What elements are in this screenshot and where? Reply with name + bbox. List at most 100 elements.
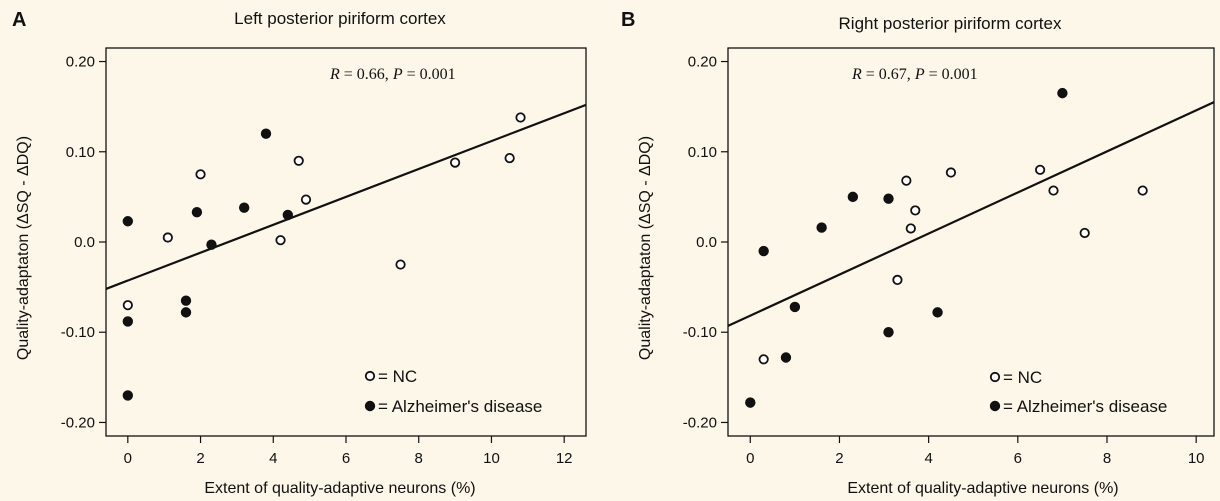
annotation-r-value: = 0.66, bbox=[340, 66, 393, 83]
data-point-alzheimers bbox=[122, 216, 134, 227]
x-ticks: 0 2 4 6 8 10 bbox=[746, 436, 1205, 467]
annotation-r-value: = 0.67, bbox=[862, 66, 915, 83]
data-points bbox=[745, 87, 1148, 408]
y-ticks: 0.20 0.10 0.0 -0.10 -0.20 bbox=[683, 54, 728, 431]
legend: = NC = Alzheimer's disease bbox=[364, 367, 542, 416]
plot-frame bbox=[727, 47, 1215, 437]
data-point-nc bbox=[758, 354, 769, 365]
x-tick-label: 0 bbox=[124, 450, 132, 467]
panel-letter: B bbox=[621, 9, 635, 31]
regression-line bbox=[105, 103, 587, 290]
panel-b-scatter-plot: B Right posterior piriform cortex Qualit… bbox=[621, 9, 1215, 497]
data-point-alzheimers bbox=[847, 191, 859, 203]
legend-filled-marker bbox=[364, 400, 376, 412]
data-point-nc bbox=[945, 167, 957, 178]
annotation-p-value: = 0.001 bbox=[403, 66, 456, 83]
y-tick-label: -0.10 bbox=[683, 324, 717, 341]
data-point-nc bbox=[504, 152, 515, 164]
x-tick-label: 2 bbox=[835, 450, 843, 467]
data-point-alzheimers bbox=[816, 222, 827, 233]
annotation-r-symbol: R bbox=[851, 66, 862, 83]
data-point-nc bbox=[901, 175, 912, 186]
legend-label-nc: = NC bbox=[378, 367, 417, 386]
data-point-alzheimers bbox=[238, 202, 250, 213]
y-tick-label: 0.10 bbox=[66, 144, 95, 161]
x-tick-label: 2 bbox=[196, 450, 204, 467]
annotation-p-value: = 0.001 bbox=[925, 66, 978, 83]
y-tick-label: 0.20 bbox=[688, 54, 717, 71]
x-tick-label: 6 bbox=[342, 450, 350, 467]
annotation-p-symbol: P bbox=[914, 66, 925, 83]
y-tick-label: 0.20 bbox=[66, 54, 95, 71]
data-point-alzheimers bbox=[883, 193, 894, 204]
x-tick-label: 6 bbox=[1014, 450, 1022, 467]
chart-title: Left posterior piriform cortex bbox=[234, 9, 446, 28]
y-tick-label: 0.10 bbox=[688, 144, 717, 161]
legend-open-marker bbox=[989, 371, 1001, 383]
data-point-nc bbox=[905, 223, 916, 234]
x-tick-label: 8 bbox=[1103, 450, 1111, 467]
regression-line bbox=[727, 101, 1215, 327]
statistics-annotation: R = 0.67, P = 0.001 bbox=[851, 66, 978, 83]
y-tick-label: -0.20 bbox=[61, 414, 95, 431]
data-point-nc bbox=[1079, 227, 1090, 239]
x-ticks: 0 2 4 6 8 10 12 bbox=[124, 436, 573, 467]
chart-title: Right posterior piriform cortex bbox=[839, 14, 1062, 33]
data-point-nc bbox=[395, 259, 406, 270]
data-point-nc bbox=[515, 112, 526, 123]
data-point-nc bbox=[293, 155, 304, 166]
data-point-alzheimers bbox=[932, 307, 943, 318]
y-axis-label: Quality-adaptaton (ΔSQ - ΔDQ) bbox=[15, 136, 32, 360]
data-point-alzheimers bbox=[883, 327, 894, 338]
annotation-p-symbol: P bbox=[392, 66, 403, 83]
data-point-nc bbox=[1048, 185, 1059, 196]
data-point-nc bbox=[449, 157, 461, 168]
data-points bbox=[122, 112, 526, 401]
x-axis-label: Extent of quality-adaptive neurons (%) bbox=[204, 480, 475, 497]
data-point-alzheimers bbox=[206, 239, 217, 250]
data-point-nc bbox=[300, 194, 312, 205]
x-tick-label: 10 bbox=[1188, 450, 1205, 467]
data-point-nc bbox=[1137, 185, 1148, 196]
data-point-nc bbox=[275, 235, 286, 246]
data-point-alzheimers bbox=[780, 352, 792, 363]
data-point-alzheimers bbox=[122, 316, 134, 327]
data-point-alzheimers bbox=[191, 207, 203, 218]
data-point-alzheimers bbox=[745, 397, 756, 408]
y-tick-label: 0.0 bbox=[74, 234, 95, 251]
data-point-alzheimers bbox=[758, 245, 769, 257]
x-tick-label: 12 bbox=[556, 450, 573, 467]
data-point-nc bbox=[910, 205, 921, 216]
x-tick-label: 4 bbox=[269, 450, 277, 467]
x-tick-label: 4 bbox=[924, 450, 932, 467]
statistics-annotation: R = 0.66, P = 0.001 bbox=[329, 66, 456, 83]
data-point-nc bbox=[892, 274, 903, 285]
data-point-alzheimers bbox=[260, 128, 272, 139]
legend: = NC = Alzheimer's disease bbox=[989, 368, 1167, 416]
x-axis-label: Extent of quality-adaptive neurons (%) bbox=[847, 480, 1118, 497]
x-tick-label: 0 bbox=[746, 450, 754, 467]
data-point-nc bbox=[195, 169, 206, 180]
y-tick-label: -0.20 bbox=[683, 414, 717, 431]
x-tick-label: 8 bbox=[415, 450, 423, 467]
data-point-alzheimers bbox=[180, 295, 192, 306]
data-point-nc bbox=[162, 232, 173, 243]
plot-frame bbox=[105, 47, 587, 437]
data-point-alzheimers bbox=[282, 209, 294, 221]
y-tick-label: 0.0 bbox=[696, 234, 717, 251]
data-point-alzheimers bbox=[122, 390, 134, 401]
annotation-r-symbol: R bbox=[329, 66, 340, 83]
panel-letter: A bbox=[12, 9, 26, 31]
data-point-alzheimers bbox=[789, 301, 801, 313]
data-point-nc bbox=[122, 300, 133, 311]
y-ticks: 0.20 0.10 0.0 -0.10 -0.20 bbox=[61, 54, 106, 431]
legend-open-marker bbox=[364, 370, 376, 382]
data-point-alzheimers bbox=[1057, 87, 1068, 99]
panel-a-scatter-plot: A Left posterior piriform cortex Quality… bbox=[12, 9, 587, 497]
data-point-alzheimers bbox=[180, 307, 192, 318]
legend-filled-marker bbox=[989, 400, 1001, 412]
legend-label-nc: = NC bbox=[1003, 368, 1042, 387]
x-tick-label: 10 bbox=[483, 450, 500, 467]
y-tick-label: -0.10 bbox=[61, 324, 95, 341]
